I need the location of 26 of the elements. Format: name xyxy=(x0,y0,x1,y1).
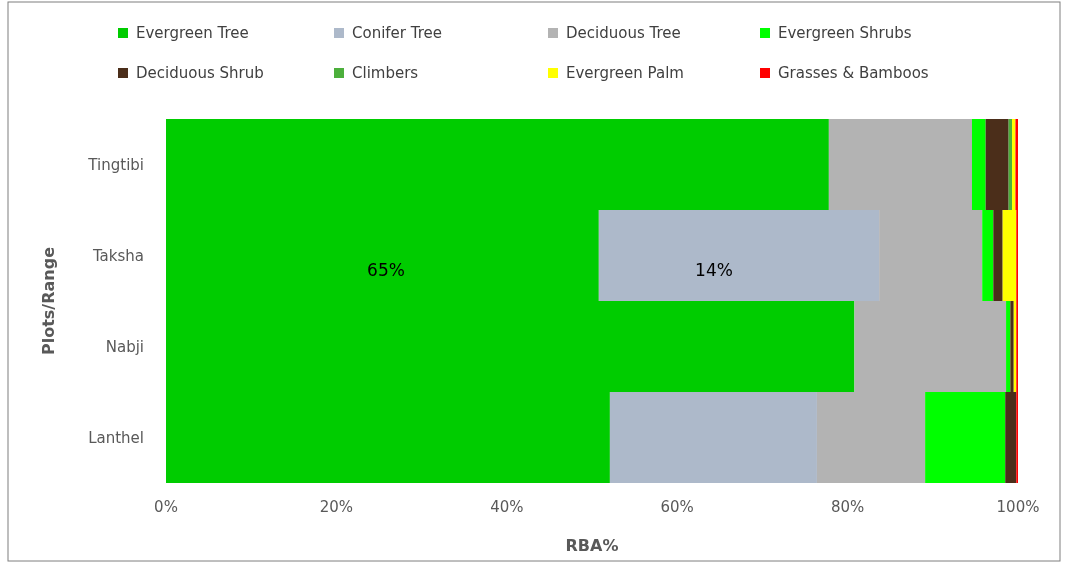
legend-label: Evergreen Shrubs xyxy=(778,24,912,43)
annotation: 14% xyxy=(695,259,733,280)
legend-label: Climbers xyxy=(352,64,419,83)
legend-label: Grasses & Bamboos xyxy=(778,64,929,83)
y-tick-label: Nabji xyxy=(105,337,144,356)
y-tick-label: Taksha xyxy=(91,246,144,265)
y-tick-label: Tingtibi xyxy=(87,155,144,174)
legend-label: Deciduous Shrub xyxy=(136,64,264,83)
x-tick-label: 40% xyxy=(490,498,524,516)
bar xyxy=(598,210,880,301)
x-tick-label: 0% xyxy=(154,498,178,516)
x-tick-label: 60% xyxy=(660,498,694,516)
x-tick-label: 80% xyxy=(830,498,865,516)
bar xyxy=(609,392,817,483)
x-axis-title: RBA% xyxy=(565,536,619,555)
legend-label: Evergreen Tree xyxy=(136,24,249,43)
legend-label: Evergreen Palm xyxy=(566,64,684,83)
legend-label: Deciduous Tree xyxy=(566,24,681,43)
annotation: 65% xyxy=(367,259,405,280)
y-axis-title: Plots/Range xyxy=(39,246,58,356)
bar xyxy=(1006,301,1011,392)
y-tick-label: Lanthel xyxy=(88,428,144,447)
bar xyxy=(925,392,1006,483)
x-tick-label: 100% xyxy=(996,498,1040,516)
legend-label: Conifer Tree xyxy=(352,24,443,43)
x-tick-label: 20% xyxy=(319,498,354,516)
